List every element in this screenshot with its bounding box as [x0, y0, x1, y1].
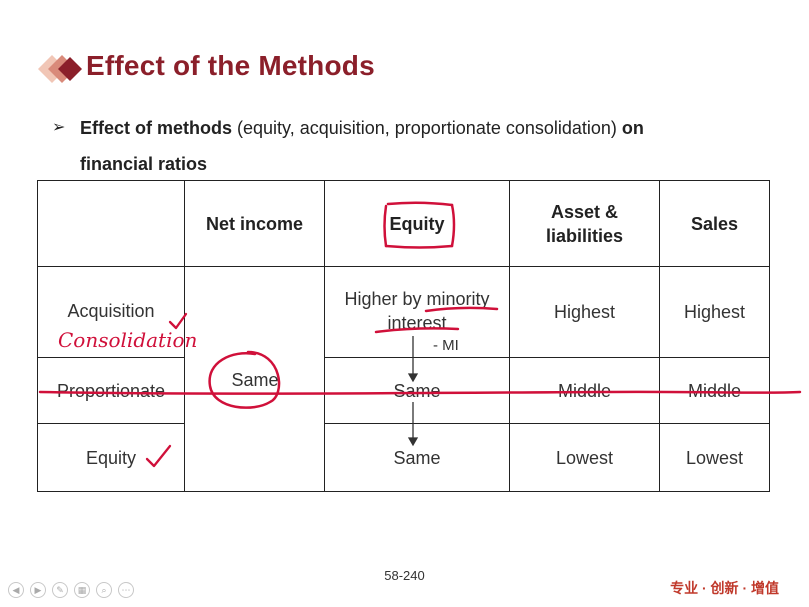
slides-grid-icon[interactable]: ▦ — [74, 582, 90, 598]
bullet-arrow-icon: ➢ — [52, 119, 66, 136]
row-proportionate-equity: Same — [393, 380, 441, 401]
row-proportionate-assets: Middle — [557, 380, 612, 401]
table-divider — [184, 181, 185, 491]
page-number: 58-240 — [384, 568, 425, 583]
table-divider — [38, 423, 184, 424]
bullet-bold-tail-2: financial ratios — [80, 154, 208, 174]
header-assets-liabilities: Asset & liabilities — [510, 181, 659, 266]
bullet-normal-text: (equity, acquisition, proportionate cons… — [232, 118, 622, 138]
row-method-equity: Equity — [85, 447, 137, 468]
row-acquisition-assets: Highest — [553, 302, 616, 322]
slide-title: Effect of the Methods — [86, 50, 375, 81]
next-slide-icon[interactable]: ▶ — [30, 582, 46, 598]
row-proportionate-sales: Middle — [687, 380, 742, 401]
table-divider — [324, 357, 769, 358]
acquisition-equity-line2: interest — [387, 313, 447, 333]
previous-slide-icon[interactable]: ◀ — [8, 582, 24, 598]
bullet-point: ➢ Effect of methods (equity, acquisition… — [52, 110, 752, 182]
bullet-bold-lead: Effect of methods — [80, 118, 233, 138]
header-sales: Sales — [690, 213, 739, 234]
zoom-icon[interactable]: ⌕ — [96, 582, 112, 598]
table-divider — [324, 181, 325, 491]
row-acquisition-equity: Higher by minority interest — [325, 285, 509, 337]
table-divider — [659, 181, 660, 491]
table-divider — [509, 181, 510, 491]
header-equity: Equity — [389, 213, 445, 234]
header-assets-line2: liabilities — [545, 225, 624, 246]
row-acquisition-sales: Highest — [683, 302, 746, 322]
bullet-bold-tail-1: on — [621, 118, 644, 138]
slideshow-nav: ◀ ▶ ✎ ▦ ⌕ ⋯ — [8, 582, 134, 598]
header-assets-line1: Asset & — [550, 201, 619, 222]
methods-table: Net income Equity Asset & liabilities Sa… — [37, 180, 770, 492]
row-equity-equity: Same — [393, 447, 441, 468]
net-income-merged-value: Same — [231, 370, 279, 390]
table-divider — [38, 266, 769, 267]
more-options-icon[interactable]: ⋯ — [118, 582, 134, 598]
row-equity-assets: Lowest — [555, 447, 614, 468]
brand-slogan: 专业 · 创新 · 增值 — [670, 580, 779, 596]
header-net-income: Net income — [205, 213, 304, 234]
table-divider — [38, 357, 184, 358]
table-divider — [324, 423, 769, 424]
acquisition-equity-line1: Higher by minority — [344, 289, 490, 309]
row-method-acquisition: Acquisition — [67, 301, 155, 321]
slide-logo-diamonds-icon — [38, 55, 82, 83]
pen-tool-icon[interactable]: ✎ — [52, 582, 68, 598]
row-method-proportionate: Proportionate — [56, 380, 166, 401]
row-equity-sales: Lowest — [685, 447, 744, 468]
